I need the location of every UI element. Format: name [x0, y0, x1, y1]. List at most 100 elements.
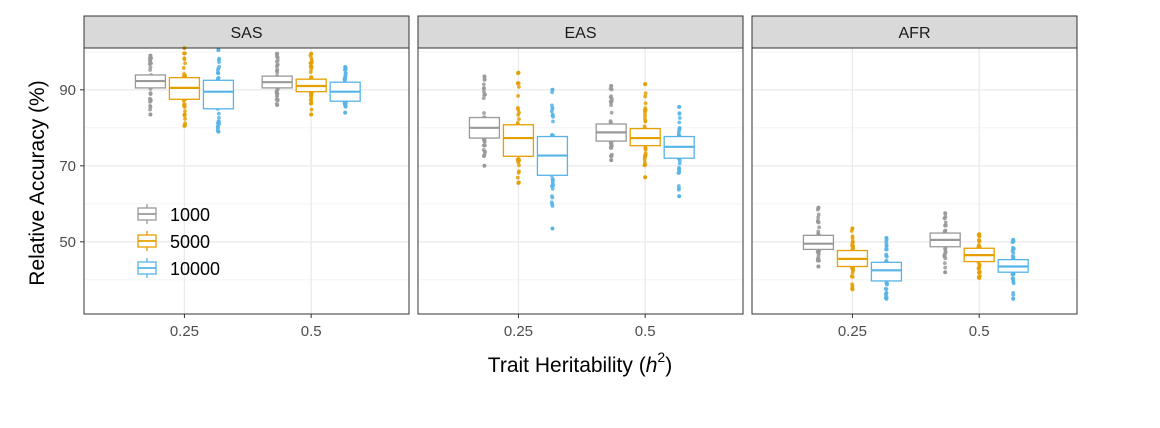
outlier-point [609, 158, 614, 163]
box-10000-0.25 [870, 236, 903, 301]
outlier-point [851, 267, 855, 272]
outlier-point [549, 109, 554, 114]
x-tick-label: 0.25 [504, 323, 533, 340]
outlier-point [551, 119, 555, 124]
outlier-point [149, 61, 153, 66]
outlier-point [609, 110, 614, 115]
outlier-point [516, 84, 521, 89]
outlier-point [643, 175, 648, 180]
outlier-point [309, 112, 314, 117]
outlier-point [643, 146, 648, 150]
legend-label: 5000 [170, 232, 210, 252]
outlier-point [517, 117, 521, 122]
y-tick-label: 50 [59, 234, 76, 251]
outlier-point [884, 247, 888, 252]
y-axis: 50 70 90 [59, 82, 84, 251]
outlier-point [275, 97, 280, 102]
outlier-point [516, 107, 521, 112]
box-1000-0.5 [595, 84, 627, 163]
outlier-point [343, 65, 348, 69]
outlier-point [308, 70, 313, 75]
box-body [202, 79, 235, 110]
outlier-point [148, 65, 153, 70]
outlier-point [677, 127, 682, 132]
box-1000-0.5 [929, 211, 961, 275]
box-5000-0.25 [836, 226, 869, 292]
outlier-point [517, 163, 521, 168]
outlier-point [182, 112, 187, 117]
box-body [870, 261, 903, 282]
outlier-point [816, 254, 821, 258]
outlier-point [884, 296, 889, 301]
box-10000-0.25 [202, 47, 235, 134]
outlier-point [217, 120, 221, 124]
legend-item-5000: 5000 [137, 231, 210, 252]
outlier-point [216, 66, 221, 71]
outlier-point [275, 64, 279, 69]
legend-item-10000: 10000 [137, 258, 220, 279]
outlier-point [550, 204, 555, 208]
box-10000-0.5 [997, 237, 1029, 301]
outlier-point [148, 112, 153, 117]
outlier-point [148, 107, 152, 112]
outlier-point [677, 194, 682, 199]
box-5000-0.5 [295, 51, 327, 117]
outlier-point [816, 205, 821, 210]
outlier-point [851, 240, 855, 245]
legend-label: 1000 [170, 205, 210, 225]
outlier-point [609, 145, 613, 149]
outlier-point [883, 287, 888, 291]
outlier-point [148, 103, 153, 108]
outlier-point [148, 98, 153, 102]
outlier-point [977, 238, 982, 243]
outlier-point [816, 250, 821, 255]
outlier-point [309, 51, 314, 56]
outlier-point [550, 226, 555, 231]
x-axis-title-end: ) [665, 354, 672, 377]
outlier-point [850, 282, 855, 287]
box-10000-0.5 [663, 104, 695, 199]
outlier-point [677, 169, 682, 173]
outlier-point [182, 123, 187, 128]
outlier-point [676, 184, 681, 188]
box-1000-0.25 [134, 53, 167, 117]
outlier-point [516, 70, 521, 75]
panels-layer: SAS 0.25 0.5 EAS 0.25 0.5 AFR 0.25 0.5 [83, 15, 1078, 340]
outlier-point [550, 186, 555, 191]
outlier-point [516, 180, 521, 185]
outlier-point [551, 183, 556, 188]
box-body [802, 234, 835, 251]
outlier-point [550, 87, 555, 92]
outlier-point [1011, 296, 1016, 301]
outlier-point [943, 247, 947, 251]
outlier-point [309, 58, 314, 63]
outlier-point [550, 179, 555, 184]
outlier-point [642, 160, 647, 164]
outlier-point [148, 53, 153, 58]
panel-border [751, 47, 1078, 315]
outlier-point [181, 66, 186, 70]
outlier-point [642, 108, 647, 113]
outlier-point [516, 94, 521, 98]
outlier-point [677, 165, 681, 170]
x-axis-title-main: Trait Heritability ( [488, 354, 646, 377]
outlier-point [275, 94, 279, 99]
outlier-point [482, 163, 487, 168]
outlier-point [308, 97, 313, 102]
outlier-point [309, 107, 314, 112]
outlier-point [816, 212, 821, 217]
outlier-point [482, 77, 487, 82]
outlier-point [481, 86, 486, 91]
strip-label: EAS [564, 25, 596, 42]
y-axis-title: Relative Accuracy (%) [26, 80, 49, 285]
outlier-point [517, 169, 521, 174]
x-tick-label: 0.5 [301, 323, 322, 340]
x-axis-title-var: h [646, 354, 658, 377]
x-tick-label: 0.5 [969, 323, 990, 340]
strip-header [751, 15, 1078, 49]
outlier-point [943, 214, 948, 219]
box-body [502, 124, 535, 157]
outlier-point [275, 103, 280, 107]
outlier-point [1011, 281, 1016, 286]
